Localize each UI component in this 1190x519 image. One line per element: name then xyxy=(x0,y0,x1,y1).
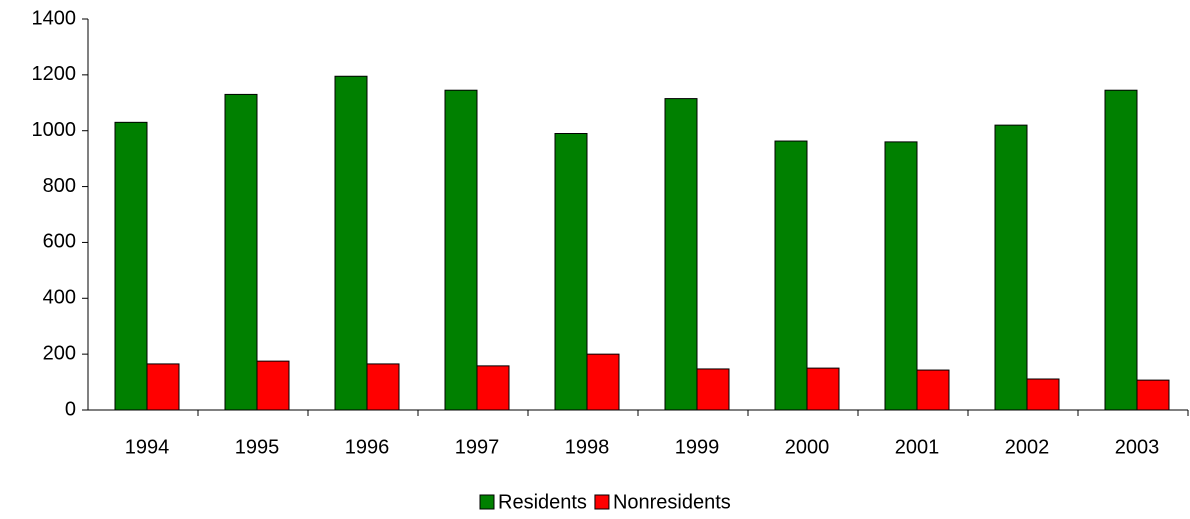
bar xyxy=(256,360,290,411)
x-tick-label: 2000 xyxy=(785,436,830,458)
bar xyxy=(664,98,698,411)
y-tick-label: 1200 xyxy=(32,63,77,85)
x-tick-label: 1997 xyxy=(455,436,500,458)
bar xyxy=(806,367,840,411)
x-tick-label: 2002 xyxy=(1005,436,1050,458)
y-tick-label: 1000 xyxy=(32,119,77,141)
y-tick-label: 200 xyxy=(43,342,76,364)
x-tick-label: 1999 xyxy=(675,436,720,458)
bar xyxy=(224,93,258,411)
y-tick-label: 400 xyxy=(43,287,76,309)
bar xyxy=(366,363,400,411)
bar xyxy=(916,369,950,411)
bar xyxy=(334,75,368,411)
y-tick-label: 1400 xyxy=(32,7,77,29)
bar xyxy=(994,124,1028,411)
x-tick-label: 1996 xyxy=(345,436,390,458)
bar xyxy=(146,363,180,411)
x-tick-label: 2001 xyxy=(895,436,940,458)
legend-label: Nonresidents xyxy=(613,491,731,513)
legend-label: Residents xyxy=(498,491,587,513)
x-tick-label: 2003 xyxy=(1115,436,1160,458)
bar xyxy=(1026,378,1060,411)
bar xyxy=(476,365,510,411)
bar xyxy=(884,141,918,411)
bar xyxy=(586,353,620,411)
y-tick-label: 0 xyxy=(65,398,76,420)
bar xyxy=(444,89,478,411)
bar xyxy=(1104,89,1138,411)
legend-swatch xyxy=(479,494,495,510)
bar xyxy=(114,121,148,411)
x-tick-label: 1994 xyxy=(125,436,170,458)
bar xyxy=(1136,379,1170,411)
y-tick-label: 600 xyxy=(43,231,76,253)
x-tick-label: 1998 xyxy=(565,436,610,458)
bar xyxy=(696,368,730,411)
y-tick-label: 800 xyxy=(43,175,76,197)
bar xyxy=(554,133,588,411)
legend-swatch xyxy=(594,494,610,510)
bar xyxy=(774,140,808,411)
x-tick-label: 1995 xyxy=(235,436,280,458)
